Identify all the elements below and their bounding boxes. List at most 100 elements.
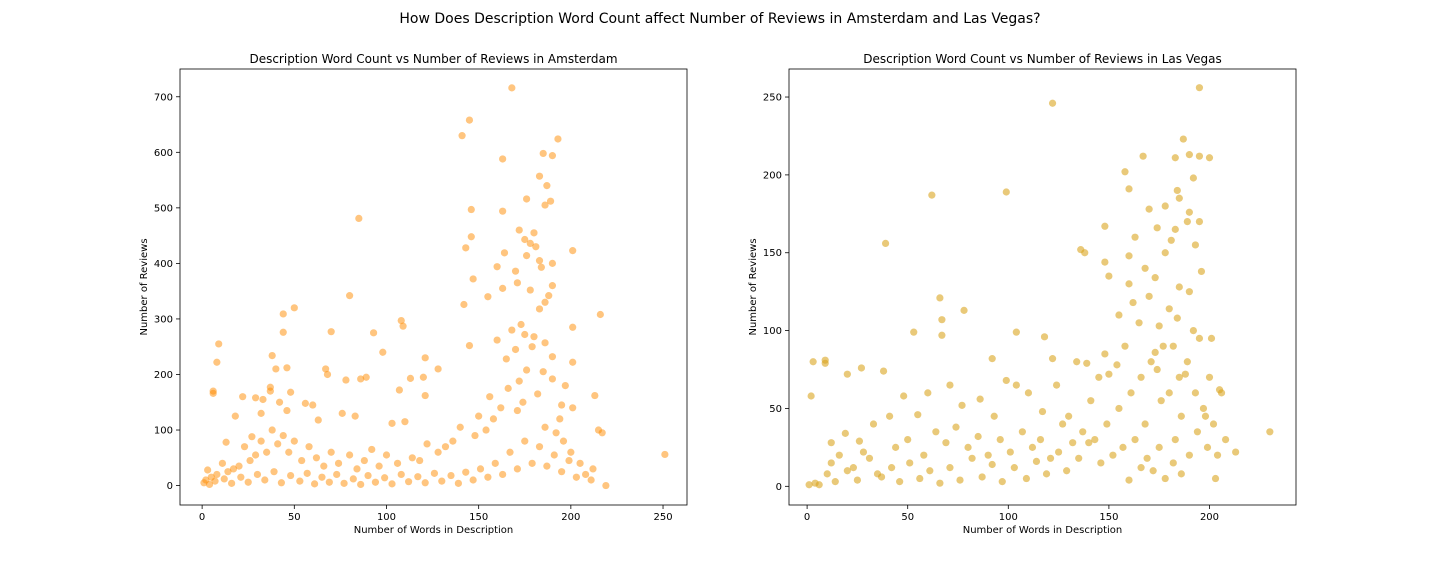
amsterdam-point bbox=[526, 239, 534, 247]
las-vegas-point bbox=[1038, 407, 1047, 416]
amsterdam-point bbox=[266, 387, 274, 395]
amsterdam-point bbox=[215, 340, 223, 348]
amsterdam-point bbox=[602, 481, 610, 490]
amsterdam-point bbox=[240, 443, 249, 451]
las-vegas-point bbox=[984, 451, 992, 459]
las-vegas-point bbox=[914, 411, 922, 419]
las-vegas-x-tick-label: 100 bbox=[999, 512, 1018, 523]
amsterdam-point bbox=[589, 465, 597, 473]
amsterdam-point bbox=[414, 473, 422, 481]
amsterdam-point bbox=[213, 470, 221, 479]
amsterdam-point bbox=[449, 437, 457, 445]
las-vegas-point bbox=[1012, 381, 1020, 389]
amsterdam-point bbox=[381, 474, 389, 482]
amsterdam-point bbox=[569, 323, 577, 331]
amsterdam-point bbox=[231, 412, 239, 420]
amsterdam-y-tick-label: 700 bbox=[154, 92, 173, 103]
las-vegas-point bbox=[1137, 373, 1145, 381]
las-vegas-point bbox=[805, 481, 813, 489]
amsterdam-point bbox=[467, 205, 475, 214]
amsterdam-point bbox=[364, 471, 372, 480]
amsterdam-point bbox=[405, 478, 413, 486]
las-vegas-point bbox=[990, 412, 998, 420]
amsterdam-point bbox=[489, 415, 498, 423]
amsterdam-point bbox=[493, 336, 501, 344]
las-vegas-point bbox=[857, 364, 866, 372]
las-vegas-point bbox=[998, 478, 1006, 486]
amsterdam-point bbox=[438, 477, 446, 485]
amsterdam-point bbox=[513, 465, 521, 473]
amsterdam-point bbox=[548, 375, 557, 383]
las-vegas-point bbox=[1101, 350, 1109, 358]
amsterdam-point bbox=[342, 376, 350, 384]
las-vegas-point bbox=[1125, 476, 1133, 484]
amsterdam-point bbox=[310, 480, 319, 488]
amsterdam-point bbox=[576, 459, 584, 467]
amsterdam-point bbox=[569, 404, 577, 412]
las-vegas-point bbox=[1069, 439, 1077, 447]
amsterdam-chart-title: Description Word Count vs Number of Revi… bbox=[249, 52, 617, 66]
las-vegas-point bbox=[1145, 205, 1153, 213]
amsterdam-point bbox=[521, 235, 529, 244]
amsterdam-point bbox=[491, 459, 499, 467]
las-vegas-point bbox=[1115, 404, 1123, 413]
las-vegas-point bbox=[1155, 443, 1163, 451]
amsterdam-point bbox=[517, 320, 525, 329]
amsterdam-point bbox=[526, 286, 534, 294]
las-vegas-y-tick-label: 200 bbox=[763, 170, 782, 181]
las-vegas-chart: Description Word Count vs Number of Revi… bbox=[748, 52, 1297, 536]
amsterdam-point bbox=[476, 465, 485, 473]
las-vegas-point bbox=[1097, 459, 1105, 467]
amsterdam-point bbox=[499, 207, 507, 215]
amsterdam-point bbox=[369, 329, 378, 337]
amsterdam-point bbox=[290, 304, 298, 312]
las-vegas-point bbox=[896, 478, 904, 486]
las-vegas-y-axis-label: Number of Reviews bbox=[748, 238, 759, 335]
amsterdam-point bbox=[523, 252, 531, 260]
las-vegas-point bbox=[1006, 448, 1014, 456]
las-vegas-point bbox=[1205, 154, 1214, 162]
amsterdam-point bbox=[508, 84, 516, 92]
las-vegas-x-tick-label: 150 bbox=[1099, 512, 1118, 523]
amsterdam-point bbox=[447, 471, 455, 480]
las-vegas-point bbox=[926, 467, 934, 475]
las-vegas-point bbox=[1171, 225, 1179, 233]
las-vegas-point bbox=[1139, 152, 1147, 160]
las-vegas-point bbox=[859, 448, 868, 456]
amsterdam-point bbox=[393, 459, 402, 467]
amsterdam-point bbox=[506, 448, 514, 456]
las-vegas-point bbox=[1091, 436, 1099, 444]
amsterdam-y-tick-label: 400 bbox=[154, 259, 173, 270]
amsterdam-point bbox=[535, 305, 544, 313]
amsterdam-point bbox=[552, 429, 560, 437]
las-vegas-point bbox=[1183, 218, 1191, 226]
amsterdam-point bbox=[587, 476, 595, 484]
amsterdam-y-tick-label: 100 bbox=[154, 426, 173, 437]
las-vegas-point bbox=[1040, 333, 1049, 341]
las-vegas-point bbox=[1131, 436, 1139, 444]
amsterdam-point bbox=[539, 368, 547, 376]
las-vegas-point bbox=[1079, 428, 1087, 436]
las-vegas-x-tick-label: 50 bbox=[901, 512, 914, 523]
amsterdam-point bbox=[368, 445, 376, 454]
amsterdam-point bbox=[521, 330, 529, 339]
amsterdam-point bbox=[351, 412, 359, 420]
las-vegas-point bbox=[1018, 428, 1026, 436]
amsterdam-point bbox=[454, 479, 462, 487]
las-vegas-point bbox=[1169, 459, 1177, 467]
las-vegas-point bbox=[964, 443, 972, 451]
amsterdam-point bbox=[484, 473, 492, 481]
amsterdam-point bbox=[434, 365, 442, 373]
las-vegas-point bbox=[888, 464, 896, 472]
amsterdam-point bbox=[465, 342, 474, 350]
las-vegas-point bbox=[1022, 474, 1030, 483]
amsterdam-point bbox=[298, 456, 306, 465]
amsterdam-point bbox=[513, 279, 521, 287]
las-vegas-point bbox=[1161, 474, 1169, 483]
las-vegas-y-tick-label: 250 bbox=[763, 93, 782, 104]
amsterdam-point bbox=[360, 456, 368, 465]
amsterdam-point bbox=[270, 468, 278, 476]
amsterdam-point bbox=[395, 386, 403, 394]
las-vegas-point bbox=[1205, 373, 1214, 381]
